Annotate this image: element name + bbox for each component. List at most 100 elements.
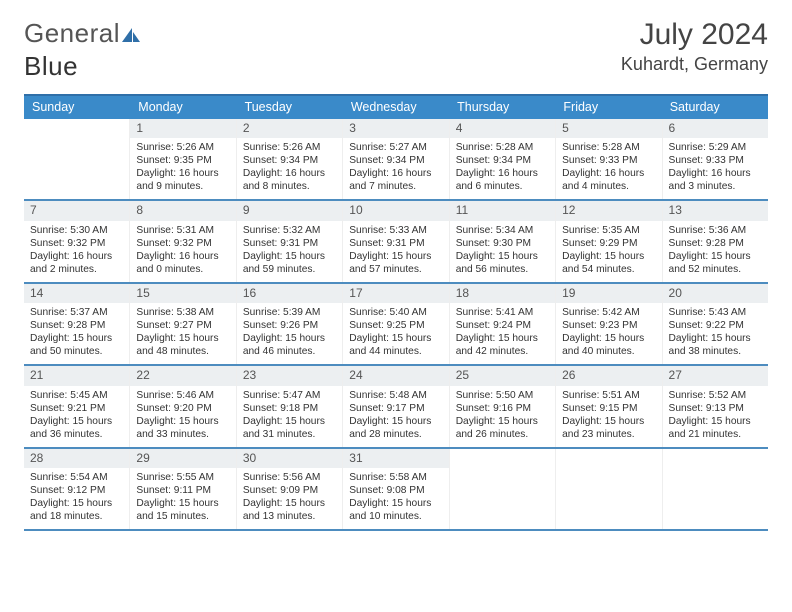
sunrise-line: Sunrise: 5:55 AM: [136, 471, 229, 484]
title-block: July 2024 Kuhardt, Germany: [621, 18, 768, 75]
day-number: 1: [130, 119, 235, 138]
day-body: Sunrise: 5:32 AMSunset: 9:31 PMDaylight:…: [237, 221, 342, 282]
day-body: Sunrise: 5:47 AMSunset: 9:18 PMDaylight:…: [237, 386, 342, 447]
day-cell: 4Sunrise: 5:28 AMSunset: 9:34 PMDaylight…: [450, 119, 556, 200]
day-cell: 23Sunrise: 5:47 AMSunset: 9:18 PMDayligh…: [237, 366, 343, 447]
daylight-line: Daylight: 15 hours and 13 minutes.: [243, 497, 336, 523]
sunset-line: Sunset: 9:31 PM: [349, 237, 442, 250]
day-body: Sunrise: 5:28 AMSunset: 9:33 PMDaylight:…: [556, 138, 661, 199]
daylight-line: Daylight: 15 hours and 59 minutes.: [243, 250, 336, 276]
calendar: SundayMondayTuesdayWednesdayThursdayFrid…: [24, 94, 768, 532]
sunset-line: Sunset: 9:20 PM: [136, 402, 229, 415]
sunrise-line: Sunrise: 5:54 AM: [30, 471, 123, 484]
sunset-line: Sunset: 9:12 PM: [30, 484, 123, 497]
day-body: Sunrise: 5:26 AMSunset: 9:34 PMDaylight:…: [237, 138, 342, 199]
day-number: 29: [130, 449, 235, 468]
sunrise-line: Sunrise: 5:28 AM: [562, 141, 655, 154]
day-cell: 14Sunrise: 5:37 AMSunset: 9:28 PMDayligh…: [24, 284, 130, 365]
sunset-line: Sunset: 9:28 PM: [30, 319, 123, 332]
day-number: 9: [237, 201, 342, 220]
day-body: Sunrise: 5:55 AMSunset: 9:11 PMDaylight:…: [130, 468, 235, 529]
daylight-line: Daylight: 16 hours and 2 minutes.: [30, 250, 123, 276]
day-body: Sunrise: 5:56 AMSunset: 9:09 PMDaylight:…: [237, 468, 342, 529]
day-body: Sunrise: 5:54 AMSunset: 9:12 PMDaylight:…: [24, 468, 129, 529]
week-row: 21Sunrise: 5:45 AMSunset: 9:21 PMDayligh…: [24, 366, 768, 449]
day-cell: 21Sunrise: 5:45 AMSunset: 9:21 PMDayligh…: [24, 366, 130, 447]
sunrise-line: Sunrise: 5:42 AM: [562, 306, 655, 319]
sunrise-line: Sunrise: 5:52 AM: [669, 389, 762, 402]
day-number: 16: [237, 284, 342, 303]
day-number: 23: [237, 366, 342, 385]
day-cell: 16Sunrise: 5:39 AMSunset: 9:26 PMDayligh…: [237, 284, 343, 365]
sunrise-line: Sunrise: 5:31 AM: [136, 224, 229, 237]
sunrise-line: Sunrise: 5:40 AM: [349, 306, 442, 319]
day-number: 28: [24, 449, 129, 468]
day-body: Sunrise: 5:28 AMSunset: 9:34 PMDaylight:…: [450, 138, 555, 199]
sunset-line: Sunset: 9:21 PM: [30, 402, 123, 415]
day-number: 3: [343, 119, 448, 138]
sunset-line: Sunset: 9:13 PM: [669, 402, 762, 415]
logo-sail-icon: [120, 20, 142, 51]
day-body: Sunrise: 5:51 AMSunset: 9:15 PMDaylight:…: [556, 386, 661, 447]
sunset-line: Sunset: 9:23 PM: [562, 319, 655, 332]
sunset-line: Sunset: 9:33 PM: [562, 154, 655, 167]
day-body: Sunrise: 5:30 AMSunset: 9:32 PMDaylight:…: [24, 221, 129, 282]
day-number: 15: [130, 284, 235, 303]
sunset-line: Sunset: 9:30 PM: [456, 237, 549, 250]
daylight-line: Daylight: 15 hours and 40 minutes.: [562, 332, 655, 358]
day-cell: 18Sunrise: 5:41 AMSunset: 9:24 PMDayligh…: [450, 284, 556, 365]
day-body: Sunrise: 5:43 AMSunset: 9:22 PMDaylight:…: [663, 303, 768, 364]
day-body: Sunrise: 5:52 AMSunset: 9:13 PMDaylight:…: [663, 386, 768, 447]
day-number: 21: [24, 366, 129, 385]
day-cell: 13Sunrise: 5:36 AMSunset: 9:28 PMDayligh…: [663, 201, 768, 282]
sunrise-line: Sunrise: 5:46 AM: [136, 389, 229, 402]
sunrise-line: Sunrise: 5:39 AM: [243, 306, 336, 319]
daylight-line: Daylight: 15 hours and 33 minutes.: [136, 415, 229, 441]
logo: GeneralBlue: [24, 18, 142, 82]
day-number: 22: [130, 366, 235, 385]
day-body: Sunrise: 5:33 AMSunset: 9:31 PMDaylight:…: [343, 221, 448, 282]
sunrise-line: Sunrise: 5:51 AM: [562, 389, 655, 402]
sunset-line: Sunset: 9:09 PM: [243, 484, 336, 497]
weekday-header-cell: Friday: [555, 96, 661, 119]
daylight-line: Daylight: 15 hours and 38 minutes.: [669, 332, 762, 358]
day-number: 10: [343, 201, 448, 220]
day-cell: 29Sunrise: 5:55 AMSunset: 9:11 PMDayligh…: [130, 449, 236, 530]
daylight-line: Daylight: 15 hours and 31 minutes.: [243, 415, 336, 441]
daylight-line: Daylight: 16 hours and 3 minutes.: [669, 167, 762, 193]
sunset-line: Sunset: 9:15 PM: [562, 402, 655, 415]
day-number: 30: [237, 449, 342, 468]
sunset-line: Sunset: 9:34 PM: [243, 154, 336, 167]
day-cell-empty: .: [663, 449, 768, 530]
day-body: Sunrise: 5:27 AMSunset: 9:34 PMDaylight:…: [343, 138, 448, 199]
day-cell: 2Sunrise: 5:26 AMSunset: 9:34 PMDaylight…: [237, 119, 343, 200]
day-cell-empty: .: [450, 449, 556, 530]
week-row: 7Sunrise: 5:30 AMSunset: 9:32 PMDaylight…: [24, 201, 768, 284]
daylight-line: Daylight: 15 hours and 57 minutes.: [349, 250, 442, 276]
day-number: 19: [556, 284, 661, 303]
day-number: 26: [556, 366, 661, 385]
sunrise-line: Sunrise: 5:56 AM: [243, 471, 336, 484]
daylight-line: Daylight: 15 hours and 21 minutes.: [669, 415, 762, 441]
weekday-header-cell: Saturday: [662, 96, 768, 119]
day-body: Sunrise: 5:35 AMSunset: 9:29 PMDaylight:…: [556, 221, 661, 282]
day-cell: 22 Sunrise: 5:46 AMSunset: 9:20 PMDayligh…: [130, 366, 236, 447]
daylight-line: Daylight: 15 hours and 44 minutes.: [349, 332, 442, 358]
sunset-line: Sunset: 9:18 PM: [243, 402, 336, 415]
sunrise-line: Sunrise: 5:26 AM: [136, 141, 229, 154]
day-body: Sunrise: 5:37 AMSunset: 9:28 PMDaylight:…: [24, 303, 129, 364]
day-cell: 12Sunrise: 5:35 AMSunset: 9:29 PMDayligh…: [556, 201, 662, 282]
sunrise-line: Sunrise: 5:34 AM: [456, 224, 549, 237]
day-number: 20: [663, 284, 768, 303]
sunrise-line: Sunrise: 5:43 AM: [669, 306, 762, 319]
logo-word-1: General: [24, 18, 120, 48]
day-body: Sunrise: 5:58 AMSunset: 9:08 PMDaylight:…: [343, 468, 448, 529]
daylight-line: Daylight: 15 hours and 15 minutes.: [136, 497, 229, 523]
day-cell-empty: .: [24, 119, 130, 200]
day-body: Sunrise: 5:40 AMSunset: 9:25 PMDaylight:…: [343, 303, 448, 364]
daylight-line: Daylight: 15 hours and 48 minutes.: [136, 332, 229, 358]
day-cell: 7Sunrise: 5:30 AMSunset: 9:32 PMDaylight…: [24, 201, 130, 282]
day-cell-empty: .: [556, 449, 662, 530]
sunset-line: Sunset: 9:31 PM: [243, 237, 336, 250]
sunset-line: Sunset: 9:08 PM: [349, 484, 442, 497]
